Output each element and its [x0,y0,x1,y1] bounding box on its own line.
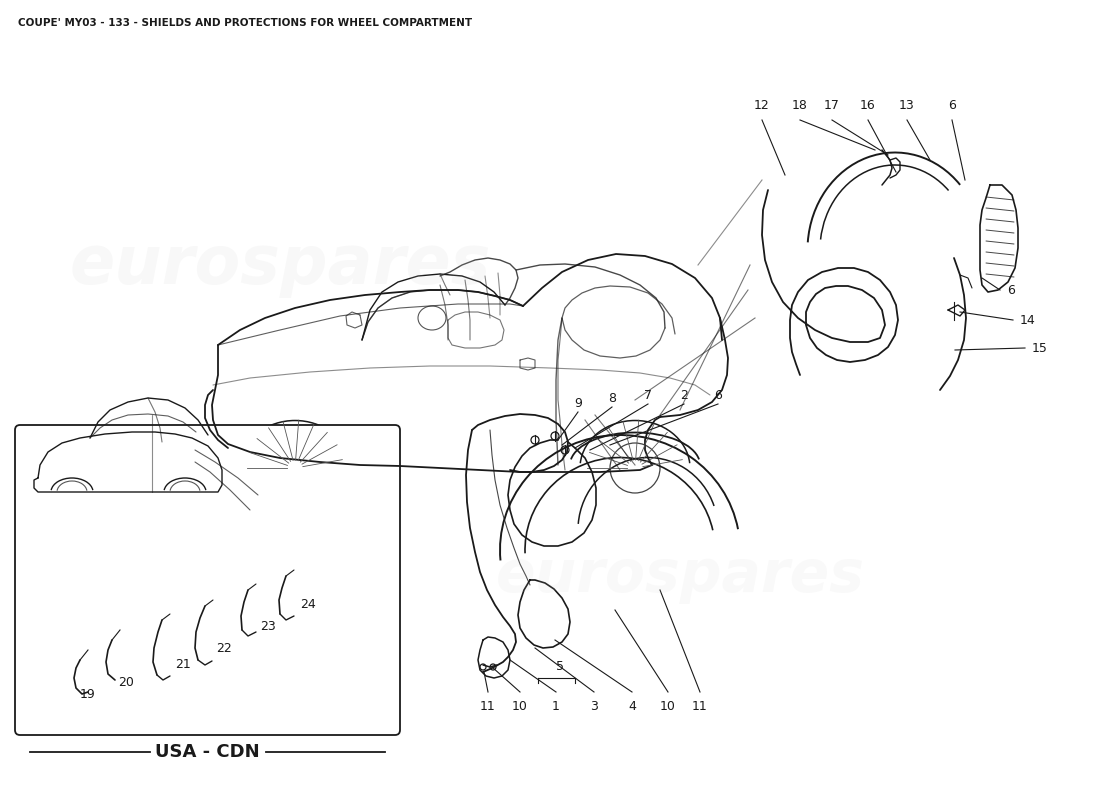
Text: 2: 2 [680,389,688,402]
Text: 5: 5 [556,660,564,673]
Text: 1: 1 [552,700,560,713]
Text: 17: 17 [824,99,840,112]
Text: 24: 24 [300,598,316,610]
Text: 19: 19 [80,689,96,702]
Text: 11: 11 [480,700,496,713]
Text: 9: 9 [574,397,582,410]
Text: COUPE' MY03 - 133 - SHIELDS AND PROTECTIONS FOR WHEEL COMPARTMENT: COUPE' MY03 - 133 - SHIELDS AND PROTECTI… [18,18,472,28]
Text: 4: 4 [628,700,636,713]
Text: eurospares: eurospares [69,232,491,298]
Text: 11: 11 [692,700,708,713]
Text: 13: 13 [899,99,915,112]
FancyBboxPatch shape [15,425,400,735]
Text: 21: 21 [175,658,190,670]
Text: 6: 6 [948,99,956,112]
Text: 8: 8 [608,392,616,405]
Text: 14: 14 [1020,314,1036,326]
Text: 6: 6 [714,389,722,402]
Text: 18: 18 [792,99,807,112]
Text: 7: 7 [644,389,652,402]
Text: 23: 23 [260,619,276,633]
Text: 3: 3 [590,700,598,713]
Text: 22: 22 [216,642,232,654]
Text: 10: 10 [513,700,528,713]
Text: USA - CDN: USA - CDN [155,743,260,761]
Text: 20: 20 [118,675,134,689]
Text: 10: 10 [660,700,675,713]
Text: 12: 12 [755,99,770,112]
Text: 6: 6 [1006,283,1015,297]
Text: 15: 15 [1032,342,1048,354]
Text: eurospares: eurospares [495,546,865,603]
Text: 16: 16 [860,99,876,112]
